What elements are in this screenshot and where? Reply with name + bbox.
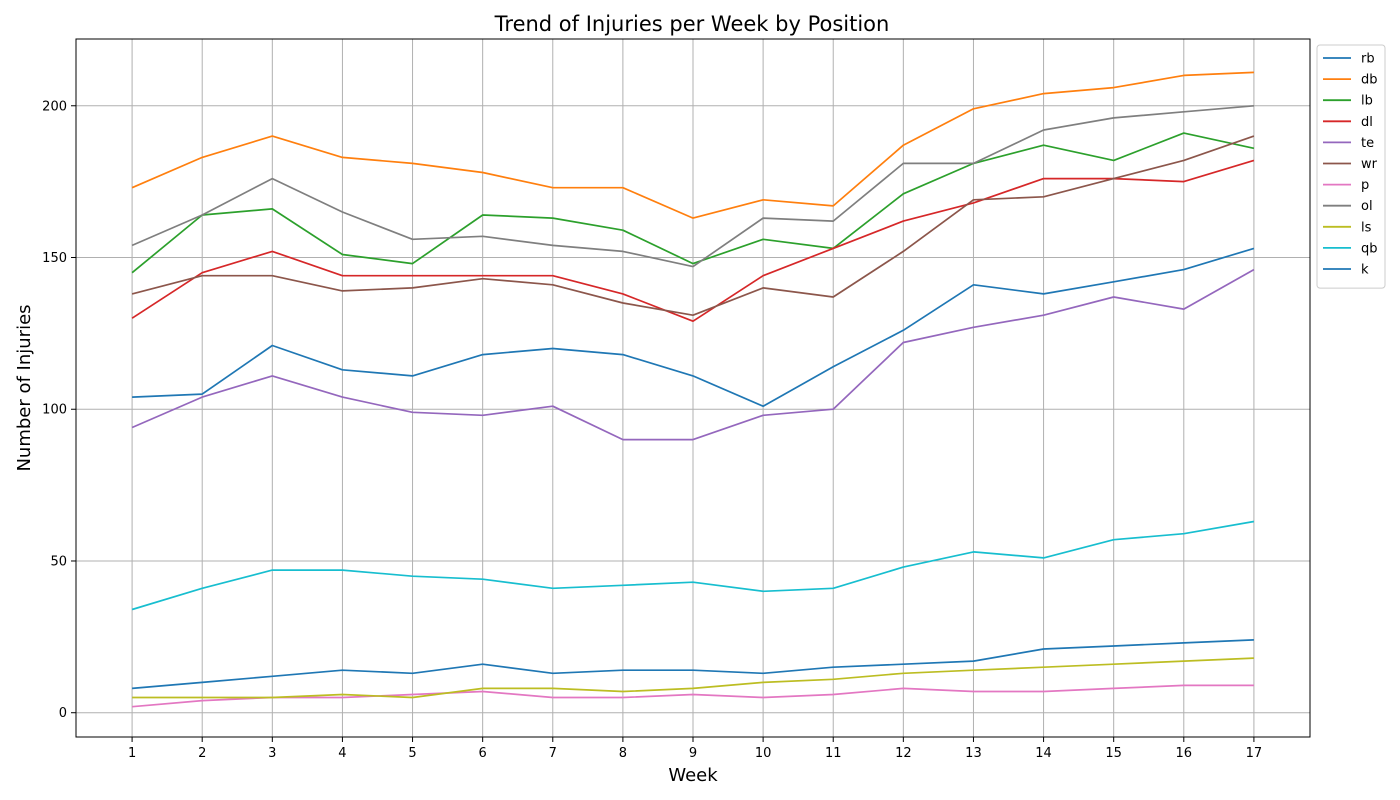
x-tick-label: 14 bbox=[1035, 746, 1052, 761]
x-tick-label: 10 bbox=[755, 746, 772, 761]
x-tick-label: 4 bbox=[338, 746, 346, 761]
legend-item-qb: qb bbox=[1323, 241, 1378, 256]
series-line-ol bbox=[131, 104, 1254, 268]
x-axis-label: Week bbox=[668, 765, 718, 786]
legend-item-db: db bbox=[1323, 73, 1378, 88]
series-line-qb bbox=[131, 520, 1255, 611]
x-tick-label: 1 bbox=[128, 746, 136, 761]
y-tick-label: 50 bbox=[50, 554, 67, 569]
grid bbox=[76, 39, 1310, 737]
series-line-rb bbox=[132, 247, 1255, 408]
chart-title: Trend of Injuries per Week by Position bbox=[494, 12, 890, 36]
x-tick-label: 16 bbox=[1176, 746, 1193, 761]
x-tick-label: 7 bbox=[549, 746, 557, 761]
x-tick-label: 8 bbox=[619, 746, 627, 761]
series-line-k bbox=[132, 639, 1254, 690]
series-line-wr bbox=[131, 135, 1255, 317]
series-line-db bbox=[131, 71, 1254, 219]
legend-label: wr bbox=[1361, 157, 1378, 172]
legend-label: ls bbox=[1361, 220, 1372, 235]
legend-label: p bbox=[1361, 178, 1369, 193]
legend-item-rb: rb bbox=[1323, 52, 1375, 67]
legend-label: te bbox=[1361, 136, 1374, 151]
legend-label: qb bbox=[1361, 241, 1378, 256]
y-axis-label: Number of Injuries bbox=[14, 304, 35, 471]
y-axis-ticks: 0 50 100 150 200 bbox=[42, 99, 76, 721]
x-tick-label: 12 bbox=[895, 746, 912, 761]
series-line-lb bbox=[131, 132, 1255, 274]
legend-label: rb bbox=[1361, 52, 1375, 67]
x-tick-label: 17 bbox=[1246, 746, 1263, 761]
legend-label: ol bbox=[1361, 199, 1373, 214]
y-tick-label: 0 bbox=[59, 706, 67, 721]
legend: rb db lb dl te wr p ol ls qb k bbox=[1316, 44, 1386, 289]
legend-item-lb: lb bbox=[1323, 94, 1373, 109]
y-tick-label: 150 bbox=[42, 251, 67, 266]
legend-label: db bbox=[1361, 73, 1378, 88]
legend-label: dl bbox=[1361, 115, 1373, 130]
legend-label: k bbox=[1361, 263, 1369, 278]
legend-item-ls: ls bbox=[1323, 220, 1372, 235]
legend-item-wr: wr bbox=[1323, 157, 1378, 172]
x-tick-label: 15 bbox=[1105, 746, 1122, 761]
x-tick-label: 9 bbox=[689, 746, 697, 761]
series-line-te bbox=[131, 268, 1255, 441]
legend-item-p: p bbox=[1323, 178, 1369, 193]
series-lines bbox=[131, 71, 1255, 708]
x-axis-ticks: 1 2 3 4 5 6 7 8 9 10 11 12 13 14 15 16 17 bbox=[128, 737, 1262, 761]
series-line-ls bbox=[132, 657, 1254, 699]
legend-item-te: te bbox=[1323, 136, 1374, 151]
x-tick-label: 5 bbox=[408, 746, 416, 761]
y-tick-label: 100 bbox=[42, 403, 67, 418]
x-tick-label: 2 bbox=[198, 746, 206, 761]
series-line-dl bbox=[131, 159, 1255, 323]
legend-item-k: k bbox=[1323, 263, 1369, 278]
x-tick-label: 6 bbox=[479, 746, 487, 761]
x-tick-label: 11 bbox=[825, 746, 842, 761]
legend-item-dl: dl bbox=[1323, 115, 1373, 130]
legend-label: lb bbox=[1361, 94, 1373, 109]
x-tick-label: 3 bbox=[268, 746, 276, 761]
legend-item-ol: ol bbox=[1323, 199, 1373, 214]
y-tick-label: 200 bbox=[42, 99, 67, 114]
x-tick-label: 13 bbox=[965, 746, 982, 761]
series-line-p bbox=[132, 684, 1254, 708]
